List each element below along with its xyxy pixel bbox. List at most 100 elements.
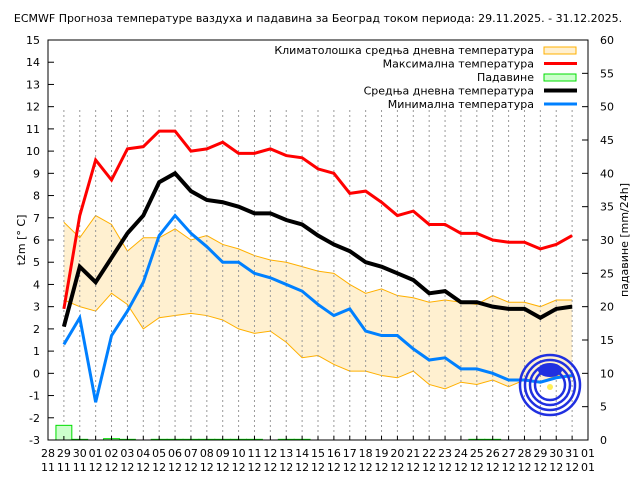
y-tick-label: 5 <box>33 256 40 269</box>
y2-tick-label: 5 <box>600 401 607 414</box>
y-tick-label: 10 <box>26 145 40 158</box>
x-tick-day: 15 <box>311 447 325 460</box>
x-tick-day: 01 <box>89 447 103 460</box>
x-tick-month: 12 <box>502 461 516 474</box>
x-tick-month: 12 <box>359 461 373 474</box>
legend-label-min: Минимална температура <box>388 98 534 111</box>
y2-axis-label: падавине [mm/24h] <box>618 183 631 297</box>
x-tick-day: 19 <box>375 447 389 460</box>
x-tick-day: 20 <box>390 447 404 460</box>
y-tick-label: 13 <box>26 78 40 91</box>
x-tick-month: 12 <box>454 461 468 474</box>
x-tick-day: 06 <box>168 447 182 460</box>
x-tick-day: 17 <box>343 447 357 460</box>
x-tick-month: 12 <box>184 461 198 474</box>
x-tick-day: 21 <box>406 447 420 460</box>
x-tick-month: 01 <box>581 461 595 474</box>
logo-cloud-icon <box>538 363 562 377</box>
x-tick-month: 11 <box>41 461 55 474</box>
x-tick-month: 11 <box>57 461 71 474</box>
x-tick-month: 12 <box>343 461 357 474</box>
x-tick-month: 12 <box>311 461 325 474</box>
y-tick-label: 14 <box>26 56 40 69</box>
x-tick-day: 31 <box>565 447 579 460</box>
y2-tick-label: 0 <box>600 434 607 447</box>
x-tick-month: 12 <box>295 461 309 474</box>
x-tick-day: 14 <box>295 447 309 460</box>
y-tick-label: 3 <box>33 301 40 314</box>
x-tick-month: 12 <box>105 461 119 474</box>
legend-swatch-clim <box>544 47 576 54</box>
x-tick-month: 12 <box>168 461 182 474</box>
x-tick-day: 28 <box>41 447 55 460</box>
x-tick-day: 09 <box>216 447 230 460</box>
x-tick-month: 12 <box>438 461 452 474</box>
x-tick-month: 12 <box>327 461 341 474</box>
x-tick-day: 29 <box>533 447 547 460</box>
x-tick-day: 01 <box>581 447 595 460</box>
x-tick-month: 12 <box>533 461 547 474</box>
logo-sun-icon <box>547 384 553 390</box>
x-tick-month: 12 <box>406 461 420 474</box>
y2-tick-label: 35 <box>600 201 614 214</box>
y-tick-label: -2 <box>29 412 40 425</box>
x-tick-month: 12 <box>216 461 230 474</box>
x-tick-day: 16 <box>327 447 341 460</box>
x-tick-month: 12 <box>279 461 293 474</box>
y2-tick-label: 25 <box>600 267 614 280</box>
x-tick-month: 12 <box>565 461 579 474</box>
x-tick-month: 12 <box>247 461 261 474</box>
legend-label-mean: Средња дневна температура <box>364 85 534 98</box>
y2-tick-label: 15 <box>600 334 614 347</box>
y-tick-label: 1 <box>33 345 40 358</box>
x-tick-month: 12 <box>89 461 103 474</box>
y-tick-label: 11 <box>26 123 40 136</box>
y2-tick-label: 50 <box>600 101 614 114</box>
x-tick-day: 25 <box>470 447 484 460</box>
y-axis-label: t2m [° C] <box>15 215 28 266</box>
x-tick-day: 11 <box>247 447 261 460</box>
x-tick-day: 04 <box>136 447 150 460</box>
x-tick-day: 27 <box>502 447 516 460</box>
y-tick-label: 15 <box>26 34 40 47</box>
x-tick-month: 11 <box>73 461 87 474</box>
y2-tick-label: 40 <box>600 167 614 180</box>
y2-tick-label: 10 <box>600 367 614 380</box>
y2-tick-label: 55 <box>600 67 614 80</box>
y-tick-label: 8 <box>33 190 40 203</box>
legend-swatch-precip <box>544 74 576 81</box>
y2-tick-label: 20 <box>600 301 614 314</box>
x-tick-day: 07 <box>184 447 198 460</box>
x-tick-day: 26 <box>486 447 500 460</box>
legend-label-clim: Климатолошка средња дневна температура <box>274 44 534 57</box>
x-tick-day: 30 <box>549 447 563 460</box>
x-tick-day: 08 <box>200 447 214 460</box>
x-tick-month: 12 <box>200 461 214 474</box>
x-tick-day: 03 <box>120 447 134 460</box>
legend-label-max: Максимална температура <box>383 58 534 71</box>
x-tick-month: 12 <box>375 461 389 474</box>
x-tick-day: 02 <box>105 447 119 460</box>
x-tick-day: 22 <box>422 447 436 460</box>
y2-tick-label: 30 <box>600 234 614 247</box>
x-tick-day: 12 <box>263 447 277 460</box>
x-tick-month: 12 <box>120 461 134 474</box>
chart-title: ECMWF Прогноза температуре ваздуха и пад… <box>14 12 622 25</box>
rhmz-logo <box>520 355 580 415</box>
x-tick-month: 12 <box>136 461 150 474</box>
x-tick-month: 12 <box>486 461 500 474</box>
y2-tick-label: 45 <box>600 134 614 147</box>
y-tick-label: -3 <box>29 434 40 447</box>
x-tick-month: 12 <box>549 461 563 474</box>
y-tick-label: 0 <box>33 367 40 380</box>
x-tick-month: 12 <box>422 461 436 474</box>
x-tick-day: 29 <box>57 447 71 460</box>
x-tick-month: 12 <box>390 461 404 474</box>
y-tick-label: 12 <box>26 101 40 114</box>
y-tick-label: -1 <box>29 390 40 403</box>
y-tick-label: 6 <box>33 234 40 247</box>
x-tick-day: 24 <box>454 447 468 460</box>
x-tick-day: 18 <box>359 447 373 460</box>
x-tick-day: 30 <box>73 447 87 460</box>
y-tick-label: 2 <box>33 323 40 336</box>
